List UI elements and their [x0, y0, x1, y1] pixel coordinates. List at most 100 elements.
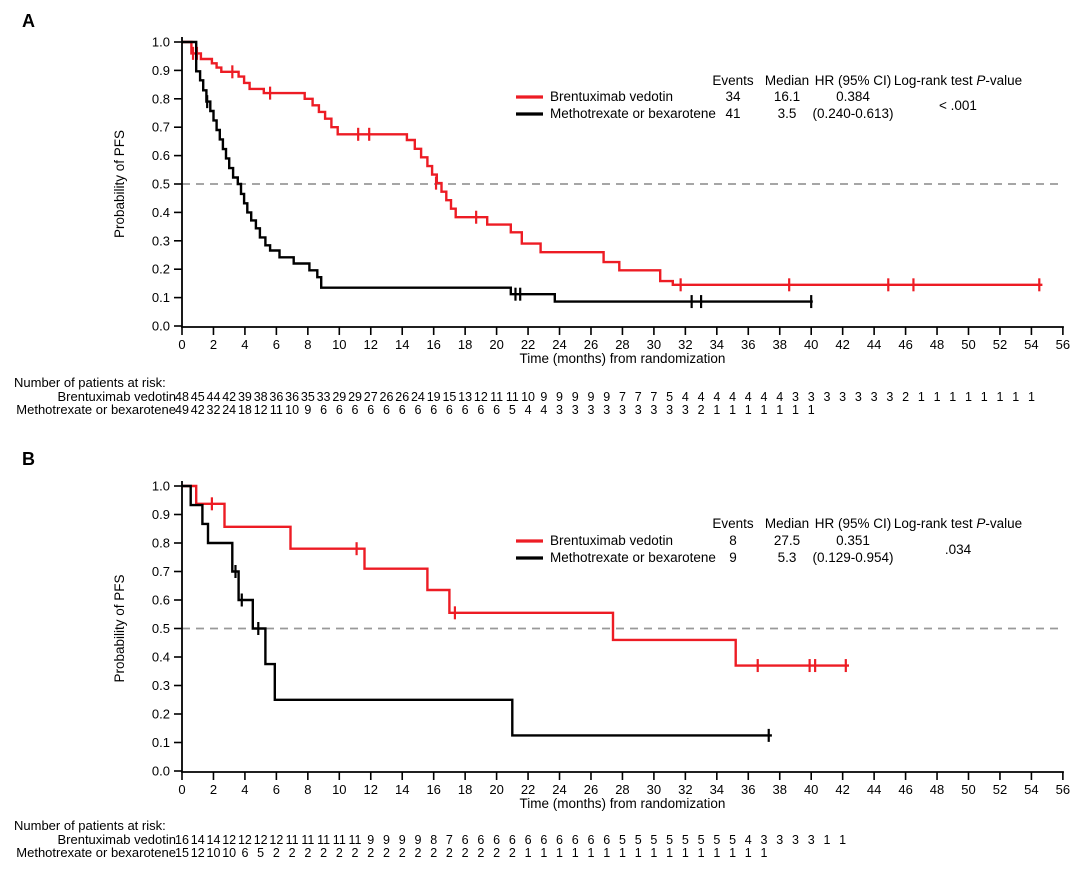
at-risk-value: 1	[981, 390, 988, 404]
at-risk-value: 1	[698, 846, 705, 860]
at-risk-value: 36	[285, 390, 299, 404]
at-risk-value: 6	[320, 403, 327, 417]
at-risk-value: 3	[871, 390, 878, 404]
x-tick-label: 14	[395, 337, 409, 352]
at-risk-value: 6	[336, 403, 343, 417]
at-risk-value: 33	[317, 390, 331, 404]
x-tick-label: 2	[210, 782, 217, 797]
at-risk-value: 1	[965, 390, 972, 404]
legend-header-hr: HR (95% CI)	[815, 516, 892, 531]
x-tick-label: 30	[647, 337, 661, 352]
at-risk-value: 6	[430, 403, 437, 417]
x-axis-title: Time (months) from randomization	[520, 796, 726, 811]
legend-hr-value: 0.351	[836, 533, 870, 548]
legend-series-label: Brentuximab vedotin	[550, 533, 673, 548]
x-tick-label: 10	[332, 782, 346, 797]
x-tick-label: 12	[364, 782, 378, 797]
at-risk-value: 4	[745, 390, 752, 404]
at-risk-value: 2	[273, 846, 280, 860]
at-risk-value: 2	[289, 846, 296, 860]
at-risk-value: 5	[619, 833, 626, 847]
x-axis-title: Time (months) from randomization	[520, 351, 726, 366]
y-tick-label: 0.7	[152, 564, 170, 579]
y-tick-label: 1.0	[152, 35, 170, 50]
at-risk-value: 11	[301, 833, 314, 847]
at-risk-value: 6	[477, 833, 484, 847]
legend-header-events: Events	[712, 73, 754, 88]
km-curve-methotrexate	[182, 40, 813, 303]
y-axis-title: Probability of PFS	[112, 130, 127, 238]
at-risk-value: 6	[352, 403, 359, 417]
panel-label: A	[22, 11, 35, 31]
at-risk-value: 1	[588, 846, 595, 860]
x-tick-label: 30	[647, 782, 661, 797]
at-risk-row-label: Methotrexate or bexarotene	[16, 402, 176, 417]
at-risk-value: 2	[383, 846, 390, 860]
legend-header-hr: HR (95% CI)	[815, 73, 892, 88]
at-risk-value: 6	[603, 833, 610, 847]
at-risk-value: 2	[336, 846, 343, 860]
at-risk-value: 16	[175, 833, 189, 847]
at-risk-value: 9	[414, 833, 421, 847]
at-risk-value: 9	[540, 390, 547, 404]
legend-header-events: Events	[712, 516, 754, 531]
at-risk-value: 1	[682, 846, 689, 860]
x-tick-label: 22	[521, 337, 535, 352]
at-risk-value: 5	[729, 833, 736, 847]
x-tick-label: 56	[1056, 782, 1070, 797]
legend-header-logrank: Log-rank test P-value	[894, 73, 1022, 88]
at-risk-value: 7	[650, 390, 657, 404]
x-tick-label: 44	[867, 337, 881, 352]
at-risk-value: 5	[635, 833, 642, 847]
x-tick-label: 8	[304, 337, 311, 352]
at-risk-value: 2	[320, 846, 327, 860]
at-risk-value: 8	[430, 833, 437, 847]
legend-events-value: 8	[729, 533, 737, 548]
at-risk-value: 2	[462, 846, 469, 860]
x-tick-label: 40	[804, 782, 818, 797]
at-risk-value: 44	[207, 390, 221, 404]
at-risk-value: 1	[1012, 390, 1019, 404]
legend-median-value: 5.3	[778, 550, 797, 565]
x-tick-label: 4	[241, 337, 248, 352]
at-risk-value: 1	[525, 846, 532, 860]
legend-header-logrank: Log-rank test P-value	[894, 516, 1022, 531]
at-risk-value: 6	[525, 833, 532, 847]
at-risk-value: 7	[446, 833, 453, 847]
at-risk-value: 11	[286, 833, 299, 847]
at-risk-value: 32	[207, 403, 221, 417]
at-risk-value: 36	[269, 390, 283, 404]
at-risk-value: 15	[442, 390, 456, 404]
at-risk-value: 9	[588, 390, 595, 404]
y-tick-label: 0.5	[152, 177, 170, 192]
at-risk-value: 3	[682, 403, 689, 417]
at-risk-value: 1	[823, 833, 830, 847]
at-risk-value: 9	[399, 833, 406, 847]
at-risk-value: 6	[572, 833, 579, 847]
at-risk-value: 1	[603, 846, 610, 860]
at-risk-value: 3	[556, 403, 563, 417]
at-risk-value: 6	[477, 403, 484, 417]
at-risk-value: 49	[175, 403, 189, 417]
at-risk-value: 6	[493, 833, 500, 847]
legend-series-label: Brentuximab vedotin	[550, 89, 673, 104]
at-risk-value: 11	[506, 390, 519, 404]
y-tick-label: 0.6	[152, 148, 170, 163]
y-axis-title: Probability of PFS	[112, 574, 127, 682]
at-risk-value: 12	[191, 846, 205, 860]
y-tick-label: 1.0	[152, 479, 170, 494]
x-tick-label: 24	[552, 337, 566, 352]
at-risk-value: 10	[285, 403, 299, 417]
at-risk-value: 1	[949, 390, 956, 404]
at-risk-value: 24	[222, 403, 236, 417]
at-risk-value: 4	[745, 833, 752, 847]
x-tick-label: 0	[178, 337, 185, 352]
at-risk-value: 11	[349, 833, 362, 847]
at-risk-value: 2	[430, 846, 437, 860]
legend-header-median: Median	[765, 516, 809, 531]
y-tick-label: 0.4	[152, 205, 170, 220]
at-risk-value: 9	[556, 390, 563, 404]
x-tick-label: 46	[898, 337, 912, 352]
at-risk-value: 11	[317, 833, 330, 847]
